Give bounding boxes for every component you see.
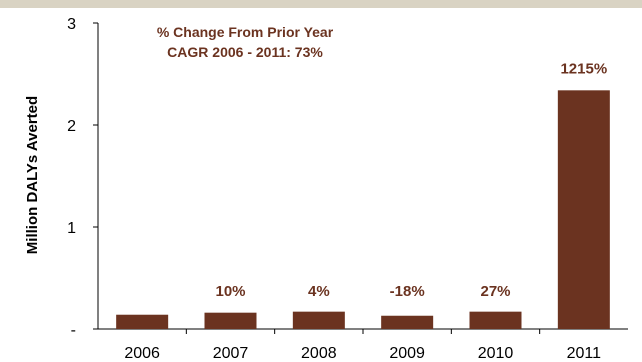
x-tick-label: 2008 — [301, 345, 337, 362]
annotation-line-2: CAGR 2006 - 2011: 73% — [167, 44, 323, 60]
data-label: 1215% — [560, 60, 607, 77]
data-labels: 10% 4% -18% 27% 1215% — [215, 60, 607, 300]
x-tick-label: 2006 — [124, 345, 160, 362]
data-label: 4% — [308, 283, 330, 300]
y-tick-label: - — [71, 322, 76, 339]
y-tick-label: 2 — [67, 118, 76, 135]
bars — [116, 90, 610, 329]
bar-2006 — [116, 314, 169, 329]
y-ticks: - 1 2 3 — [67, 16, 98, 339]
data-label: 27% — [480, 283, 510, 300]
x-tick-label: 2007 — [213, 345, 249, 362]
x-tick-label: 2011 — [567, 345, 602, 362]
y-tick-label: 3 — [67, 16, 76, 33]
data-label: -18% — [390, 283, 425, 300]
x-tick-label: 2009 — [389, 345, 425, 362]
bar-2010 — [469, 311, 522, 329]
data-label: 10% — [215, 283, 245, 300]
x-tick-labels: 2006 2007 2008 2009 2010 2011 — [124, 329, 601, 362]
bar-2007 — [204, 312, 257, 329]
y-axis-label: Million DALYs Averted — [24, 96, 41, 254]
y-tick-label: 1 — [67, 220, 76, 237]
bar-2011 — [557, 90, 610, 329]
x-tick-label: 2010 — [478, 345, 514, 362]
bar-2009 — [381, 315, 434, 329]
top-band — [0, 0, 642, 8]
annotation-line-1: % Change From Prior Year — [157, 24, 334, 40]
bar-2008 — [292, 311, 345, 329]
